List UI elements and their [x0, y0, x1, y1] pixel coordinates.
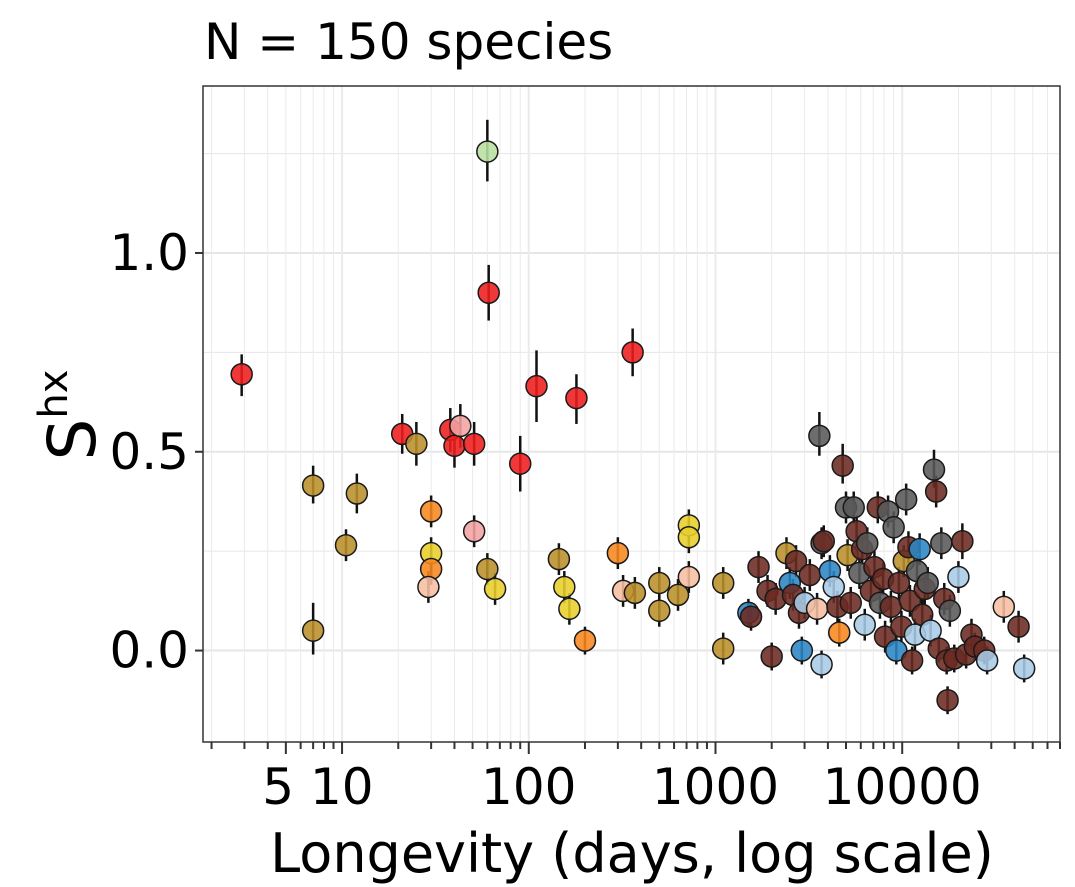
y-axis-title-sup: hx	[31, 370, 77, 419]
data-point	[882, 516, 905, 539]
data-point	[900, 649, 924, 672]
data-point	[812, 529, 835, 553]
data-point	[449, 414, 472, 438]
chart-title: N = 150 species	[204, 13, 613, 71]
data-point	[417, 575, 440, 599]
data-point	[711, 637, 735, 660]
data-point	[747, 555, 770, 579]
data-point	[916, 571, 939, 595]
y-axis: 0.0 0.5 1.0	[109, 224, 203, 680]
data-point	[936, 689, 959, 712]
data-point	[805, 597, 829, 621]
data-point	[547, 547, 571, 571]
data-point	[739, 605, 763, 629]
x-tick-label: 1000	[652, 758, 779, 816]
data-point	[621, 341, 644, 364]
y-axis-title-base: S	[34, 419, 111, 461]
data-point	[938, 599, 962, 623]
data-point	[908, 537, 931, 561]
data-point	[476, 557, 499, 581]
data-point	[477, 281, 500, 304]
data-point	[301, 474, 325, 497]
x-tick-label: 5 10	[262, 758, 373, 816]
x-tick-label: 100	[481, 758, 576, 816]
data-point	[922, 458, 946, 481]
data-point	[606, 541, 630, 565]
data-point	[885, 639, 908, 662]
plot-frame	[202, 85, 1061, 743]
data-point	[951, 529, 974, 553]
data-point	[975, 649, 999, 672]
data-point	[839, 591, 862, 615]
data-point	[558, 597, 581, 621]
data-point	[894, 488, 918, 511]
data-points	[230, 140, 1036, 712]
data-point	[711, 571, 735, 595]
data-point	[230, 362, 253, 386]
data-point	[853, 613, 876, 636]
data-point	[784, 549, 808, 573]
data-point	[677, 525, 701, 549]
data-point	[887, 571, 911, 595]
data-point	[623, 581, 647, 605]
data-point	[1007, 615, 1030, 638]
data-point	[553, 575, 576, 599]
data-point	[677, 565, 701, 589]
x-axis-title: Longevity (days, log scale)	[270, 822, 994, 885]
data-point	[924, 480, 948, 503]
data-point	[842, 496, 865, 519]
data-point	[334, 533, 358, 557]
data-point	[508, 452, 532, 475]
data-point	[345, 482, 369, 505]
data-point	[790, 639, 814, 662]
data-point	[810, 653, 833, 676]
svg-text:Shx: Shx	[31, 370, 111, 461]
data-point	[930, 531, 953, 555]
data-point	[879, 595, 903, 619]
data-point	[831, 454, 854, 477]
data-point	[947, 565, 970, 589]
data-point	[462, 432, 486, 456]
data-point	[525, 374, 548, 398]
data-point	[476, 140, 499, 163]
data-point	[666, 583, 690, 607]
data-point	[992, 595, 1016, 619]
data-point	[822, 575, 846, 599]
data-point	[405, 432, 428, 456]
data-point	[565, 386, 588, 410]
data-point	[856, 531, 879, 555]
x-tick-label: 10000	[823, 758, 982, 816]
data-point	[648, 571, 671, 595]
data-point	[808, 424, 831, 448]
data-point	[462, 520, 486, 543]
y-tick-label: 0.0	[109, 622, 189, 680]
y-axis-title: Shx	[31, 370, 111, 461]
data-point	[1012, 657, 1036, 680]
data-point	[798, 563, 822, 587]
data-point	[573, 629, 597, 652]
data-point	[419, 500, 443, 523]
x-axis: 5 10 100 1000 10000	[210, 742, 1061, 816]
data-point	[443, 434, 466, 458]
y-tick-label: 0.5	[109, 423, 189, 481]
data-point	[827, 621, 851, 644]
data-point	[648, 599, 671, 623]
data-point	[301, 619, 325, 642]
data-point	[483, 577, 507, 601]
y-tick-label: 1.0	[109, 224, 189, 282]
data-point	[760, 645, 783, 668]
